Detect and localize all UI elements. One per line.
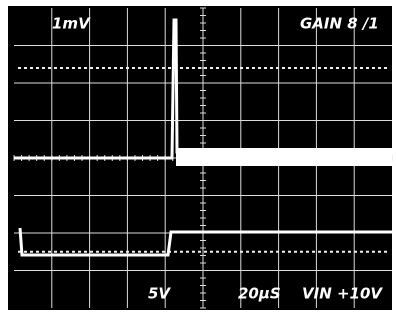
oscilloscope-screen: 1mV GAIN 8 /1 5V 20µS VIN +10V — [0, 0, 396, 316]
input-label: VIN +10V — [302, 285, 383, 303]
volts-label: 5V — [148, 285, 171, 303]
upper-trace-noise — [176, 148, 392, 166]
sensitivity-label: 1mV — [52, 15, 91, 33]
gain-label: GAIN 8 /1 — [300, 15, 379, 33]
time-label: 20µS — [238, 285, 281, 303]
